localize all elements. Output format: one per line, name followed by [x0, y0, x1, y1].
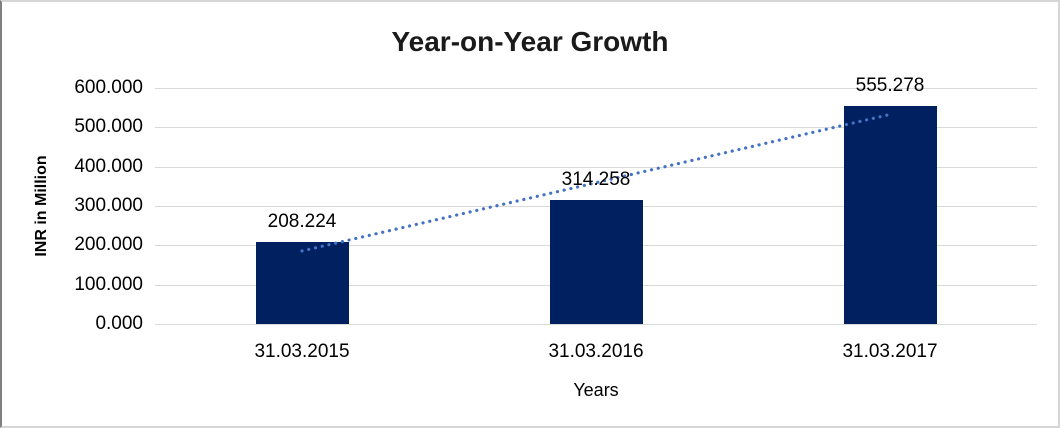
x-tick-label: 31.03.2015 — [254, 341, 350, 362]
bar-31.03.2017 — [843, 105, 937, 324]
y-tick-label: 200.000 — [74, 234, 143, 256]
y-tick-label: 300.000 — [74, 195, 143, 216]
y-tick-label: 0.000 — [95, 313, 143, 334]
x-axis-line — [155, 324, 1037, 325]
x-tick-label: 31.03.2017 — [842, 341, 938, 362]
gridline — [155, 127, 1037, 129]
gridline — [155, 166, 1037, 168]
plot-area: 208.224 314.258 555.278 — [155, 75, 1037, 325]
x-tick-label: 31.03.2016 — [548, 341, 644, 362]
y-tick-label: 400.000 — [74, 155, 143, 177]
bar-31.03.2016 — [549, 200, 643, 324]
y-tick-label: 600.000 — [74, 77, 143, 98]
bar-data-label: 314.258 — [561, 169, 631, 191]
x-axis-title: Years — [573, 380, 619, 400]
chart-title: Year-on-Year Growth — [391, 26, 669, 57]
y-tick-label: 500.000 — [74, 116, 143, 138]
gridline — [155, 88, 1037, 89]
trendline — [300, 112, 892, 253]
bar-data-label: 208.224 — [267, 211, 337, 233]
y-tick-label: 100.000 — [74, 273, 143, 295]
bar-31.03.2015 — [255, 242, 349, 324]
bar-data-label: 555.278 — [855, 74, 925, 96]
